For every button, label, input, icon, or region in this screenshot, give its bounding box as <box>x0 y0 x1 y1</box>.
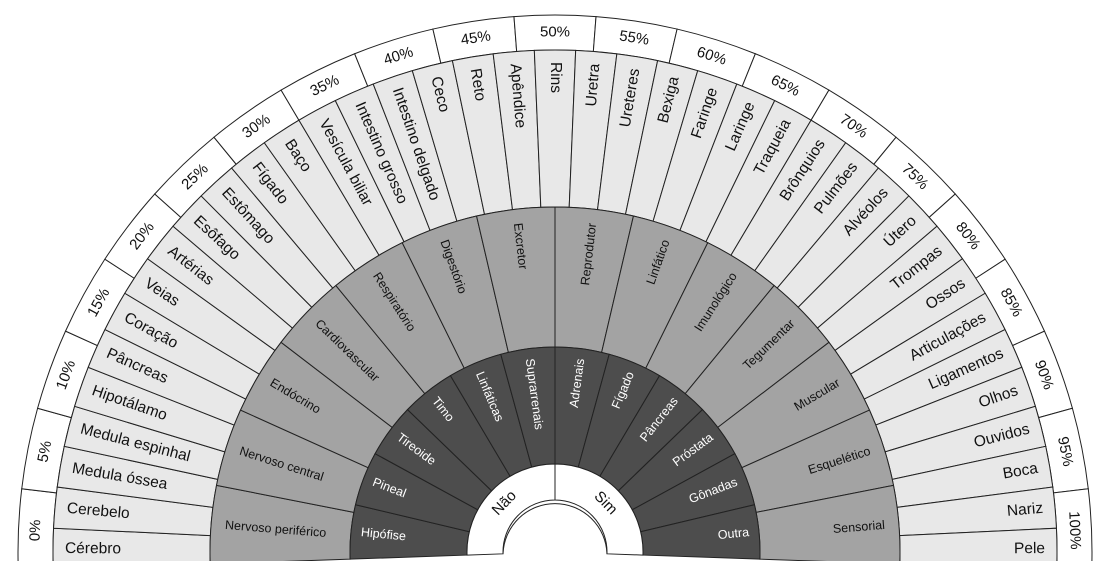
organ-label: Boca <box>1002 460 1040 483</box>
system-respiratorio: Respiratório <box>335 242 465 395</box>
organ-faringe: Faringe <box>652 70 738 232</box>
gland-prostata: Próstata <box>617 408 736 511</box>
percent-mark-80: 80% <box>928 193 1006 279</box>
organ-ouvidos: Ouvidos <box>884 405 1047 480</box>
organ-apendice: Apêndice <box>492 49 542 211</box>
gland-label: Outra <box>717 525 750 542</box>
answer-sim: Sim <box>554 463 644 556</box>
organ-olhos: Olhos <box>875 366 1037 453</box>
percent-label: 5% <box>34 439 55 464</box>
system-tegumentar: Tegumentar <box>684 284 830 429</box>
percent-label: 50% <box>540 23 570 40</box>
percent-label: 100% <box>1065 511 1084 550</box>
answer-center: Não Sim <box>466 463 644 556</box>
system-linfatico: Linfático <box>601 215 709 369</box>
organ-label: Rins <box>547 62 564 93</box>
organ-bexiga: Bexiga <box>624 60 699 222</box>
answer-segment <box>554 463 644 556</box>
percent-mark-100: 100% <box>1052 488 1093 561</box>
percent-mark-55: 55% <box>592 16 678 64</box>
percent-mark-0: 0% <box>17 488 58 561</box>
organ-label: Apêndice <box>507 63 529 129</box>
system-label: Sensorial <box>832 518 885 536</box>
system-esqueletico: Esquelético <box>741 409 895 513</box>
percent-label: 55% <box>618 27 650 48</box>
organ-rins: Rins <box>533 49 577 208</box>
system-muscular: Muscular <box>717 341 871 469</box>
organ-label: Cérebro <box>65 540 121 557</box>
gland-label: Hipófise <box>360 525 406 543</box>
organ-label: Reto <box>467 67 489 102</box>
percent-ring: 0%5%10%15%20%25%30%35%40%45% 50% 55%60%65%… <box>17 14 1093 561</box>
organ-alveolos: Alvéolos <box>776 167 910 308</box>
percent-mark-40: 40% <box>354 28 442 87</box>
percent-label: 95% <box>1054 435 1076 468</box>
percent-label: 45% <box>460 27 492 48</box>
system-label: Excretor <box>511 222 530 270</box>
organ-ureteres: Ureteres <box>596 53 659 215</box>
percent-mark-50: 50% <box>513 14 597 53</box>
gland-outra: Outra <box>640 504 761 560</box>
organ-label: Pele <box>1014 540 1045 557</box>
percent-mark-95: 95% <box>1038 407 1089 494</box>
percent-mark-60: 60% <box>668 28 756 87</box>
gland-label: Adrenais <box>567 358 587 409</box>
organ-label: Nariz <box>1006 500 1044 520</box>
percent-mark-25: 25% <box>154 136 237 219</box>
answer-segment <box>466 463 556 556</box>
organ-label: Uretra <box>583 63 604 108</box>
system-sensorial: Sensorial <box>755 484 901 561</box>
answer-nao: Não <box>466 463 556 556</box>
center-hole <box>502 503 608 554</box>
percent-label: 0% <box>26 519 44 541</box>
gland-tireoide: Tireoide <box>374 408 493 511</box>
percent-mark-35: 35% <box>280 53 369 121</box>
organ-label: Cerebelo <box>66 500 130 523</box>
gland-suprarrenais: Suprarrenais <box>500 346 556 468</box>
percent-mark-15: 15% <box>64 258 135 347</box>
